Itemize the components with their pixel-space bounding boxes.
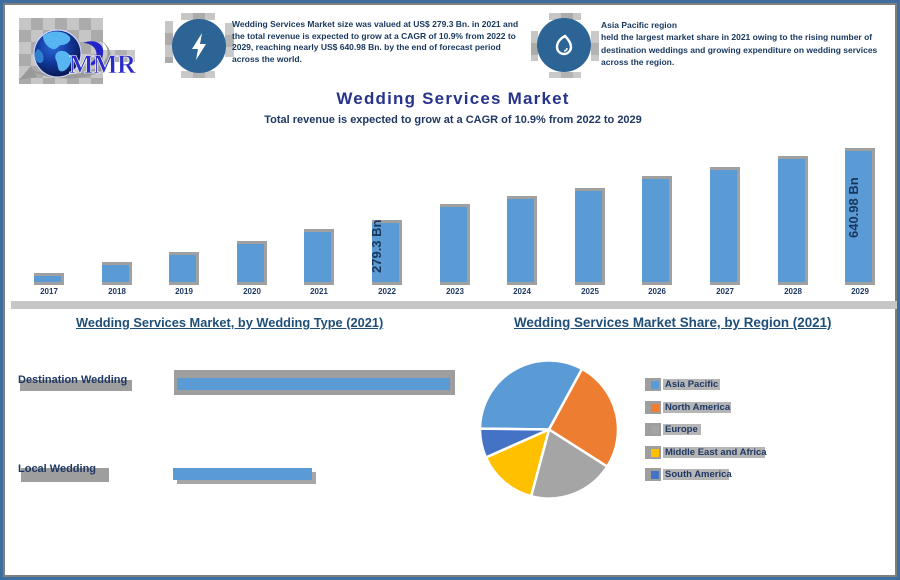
svg-text:MMR: MMR: [69, 50, 136, 79]
